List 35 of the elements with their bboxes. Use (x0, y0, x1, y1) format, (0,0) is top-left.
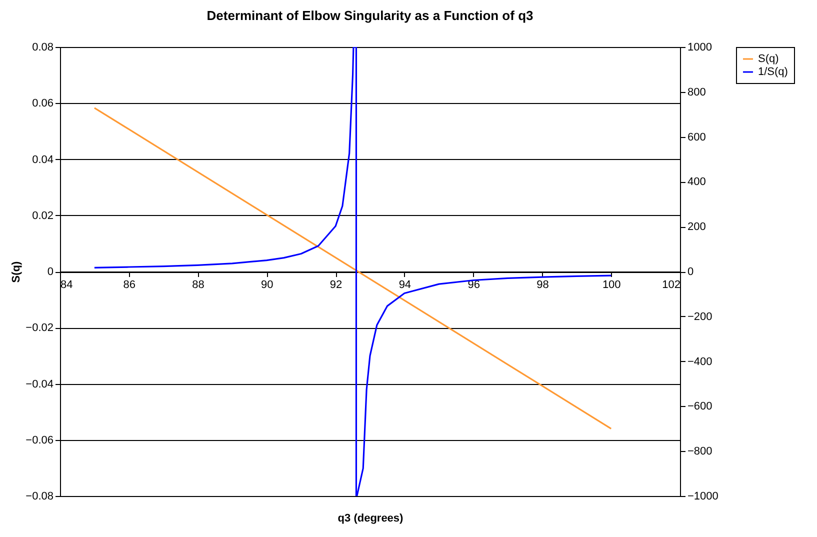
y2-tick-label: 600 (688, 131, 706, 144)
y2-tick-label: −400 (688, 356, 712, 368)
y2-tick-label: −600 (688, 400, 712, 413)
x-tick-label: 96 (468, 279, 480, 291)
x-tick-label: 98 (536, 279, 549, 291)
y2-tick-label: −800 (688, 446, 712, 458)
x-tick-label: 90 (261, 279, 274, 291)
y2-tick-label: 800 (688, 86, 706, 98)
y2-tick-label: 1000 (688, 42, 712, 54)
y-axis-title: S(q) (10, 260, 23, 283)
y-tick-label: −0.06 (26, 434, 54, 446)
x-tick-label: 102 (662, 279, 680, 291)
x-tick-label: 86 (123, 279, 136, 291)
x-tick-label: 88 (192, 279, 204, 291)
y-tick-label: 0.04 (32, 154, 54, 166)
legend-label: 1/S(q) (758, 66, 788, 78)
x-axis-title: q3 (degrees) (338, 512, 404, 524)
y-tick-label: 0.06 (32, 98, 54, 110)
y2-tick-label: 0 (688, 266, 694, 278)
chart-title: Determinant of Elbow Singularity as a Function of q3 (206, 8, 534, 23)
y-tick-label: 0.02 (32, 210, 54, 222)
y2-tick-label: −1000 (688, 490, 718, 502)
x-tick-label: 94 (398, 279, 412, 291)
x-tick-label: 92 (330, 279, 342, 291)
legend-label: S(q) (758, 53, 779, 65)
y2-tick-label: −200 (688, 310, 712, 323)
x-tick-label: 84 (60, 279, 73, 291)
y-tick-label: −0.08 (26, 490, 54, 502)
x-tick-label: 100 (602, 279, 621, 291)
y-tick-label: 0 (47, 266, 54, 278)
y-tick-label: 0.08 (32, 42, 54, 54)
y2-tick-label: 200 (688, 221, 706, 234)
y2-tick-label: 400 (688, 176, 706, 188)
y-tick-label: −0.04 (26, 378, 54, 390)
y-tick-label: −0.02 (26, 322, 54, 334)
